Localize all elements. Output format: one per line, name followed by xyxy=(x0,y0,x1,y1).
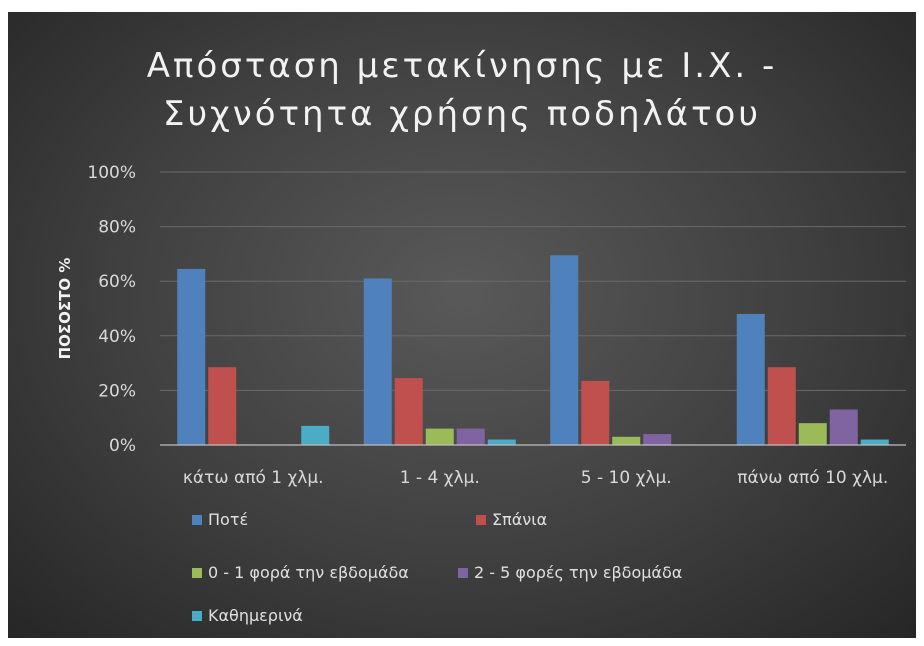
bar xyxy=(736,313,765,445)
y-tick-label: 20% xyxy=(98,381,136,401)
bar xyxy=(363,278,392,445)
bar xyxy=(177,268,206,445)
chart-title: Απόσταση μετακίνησης με Ι.Χ. - Συχνότητα… xyxy=(8,42,916,138)
bar xyxy=(456,428,485,445)
x-tick-label: πάνω από 10 χλμ. xyxy=(737,468,888,488)
bar xyxy=(767,367,796,445)
bars xyxy=(177,255,889,445)
chart-title-line-1: Απόσταση μετακίνησης με Ι.Χ. - xyxy=(146,46,778,86)
y-tick-label: 40% xyxy=(98,327,136,347)
x-tick-label: 1 - 4 χλμ. xyxy=(400,468,480,488)
x-tick-label: κάτω από 1 χλμ. xyxy=(183,468,324,488)
y-tick-label: 60% xyxy=(98,272,136,292)
bar xyxy=(829,409,858,445)
y-tick-label: 100% xyxy=(87,163,136,183)
x-tick-label: 5 - 10 χλμ. xyxy=(581,468,672,488)
bar xyxy=(208,367,237,445)
bar xyxy=(301,425,330,445)
axes: 0% 20% 40% 60% 80% 100% κάτω από 1 χλμ. 1 - 4 χ… xyxy=(87,163,906,488)
chart-title-line-2: Συχνότητα χρήσης ποδηλάτου xyxy=(162,94,762,134)
bar xyxy=(860,439,889,445)
bar xyxy=(581,380,610,445)
bar xyxy=(643,434,672,445)
gridlines xyxy=(160,171,906,391)
bar xyxy=(550,255,579,445)
chart-plot: 0% 20% 40% 60% 80% 100% κάτω από 1 χλμ. 1 - 4 χ… xyxy=(56,163,906,488)
bar xyxy=(425,428,454,445)
y-axis-label: ΠΟΣΟΣΤΟ % xyxy=(56,258,74,360)
y-tick-label: 80% xyxy=(98,218,136,238)
bar xyxy=(394,378,423,445)
chart-frame: Απόσταση μετακίνησης με Ι.Χ. - Συχνότητα… xyxy=(8,12,916,638)
y-tick-label: 0% xyxy=(109,436,136,456)
bar xyxy=(612,436,641,445)
bar xyxy=(798,423,827,445)
bar xyxy=(487,439,516,445)
